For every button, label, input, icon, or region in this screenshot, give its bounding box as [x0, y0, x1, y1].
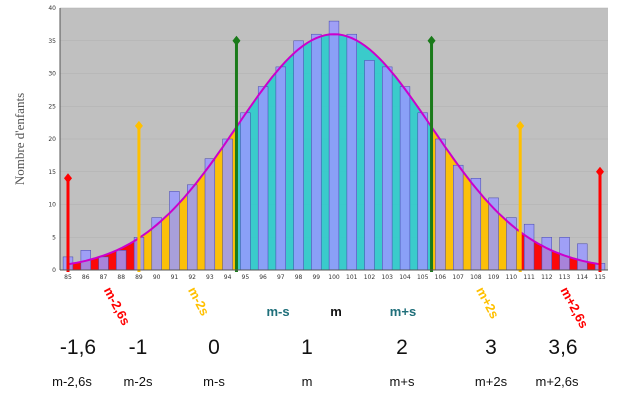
bar: [187, 185, 197, 270]
bar: [258, 87, 268, 270]
x-tick-label: 85: [64, 274, 72, 281]
x-tick-label: 91: [171, 274, 179, 281]
bar: [311, 34, 321, 270]
bar: [542, 237, 552, 270]
x-tick-label: 99: [312, 274, 320, 281]
z-score-label: 1: [301, 336, 313, 360]
x-tick-label: 90: [153, 274, 161, 281]
bar: [400, 87, 410, 270]
z-score-label: -1,6: [60, 336, 96, 360]
bar: [453, 165, 463, 270]
x-tick-label: 104: [399, 274, 411, 281]
sd-label: m-s: [203, 374, 225, 389]
sd-label: m+s: [390, 374, 415, 389]
x-tick-label: 106: [435, 274, 447, 281]
band-label-m: m: [330, 304, 342, 319]
x-tick-label: 110: [506, 274, 518, 281]
y-tick-label: 20: [48, 136, 56, 143]
x-tick-label: 102: [364, 274, 376, 281]
bar: [436, 139, 446, 270]
bar: [365, 60, 375, 270]
region-label: m-2,6s: [101, 284, 134, 327]
y-tick-label: 30: [48, 71, 56, 78]
bar: [347, 34, 357, 270]
sd-label: m-2s: [124, 374, 153, 389]
band-label-m-plus-s: m+s: [390, 304, 416, 319]
sd-label: m-2,6s: [52, 374, 92, 389]
z-score-label: -1: [129, 336, 148, 360]
chart: 0 5 10 15 20 25 30 35 40 85 86 87 88 89 90 91 92 93 94 95 9…: [0, 0, 619, 330]
sd-label: m+2s: [475, 374, 507, 389]
rotated-region-labels: m-2,6s m-2s m+2s m+2,6s: [101, 284, 592, 330]
x-tick-label: 100: [328, 274, 340, 281]
x-tick-label: 95: [242, 274, 250, 281]
z-score-label: 0: [208, 336, 220, 360]
bar: [382, 67, 392, 270]
x-tick-label: 101: [346, 274, 358, 281]
x-tick-label: 113: [559, 274, 571, 281]
bar: [223, 139, 233, 270]
sd-label: m: [302, 374, 313, 389]
x-tick-label: 94: [224, 274, 232, 281]
region-label: m-2s: [185, 284, 212, 318]
bar: [116, 250, 126, 270]
x-tick-label: 89: [135, 274, 143, 281]
z-score-label: 2: [396, 336, 408, 360]
x-tick-label: 97: [277, 274, 285, 281]
x-tick-label: 105: [417, 274, 429, 281]
y-tick-label: 35: [48, 38, 56, 45]
bar: [329, 21, 339, 270]
bar: [99, 257, 109, 270]
y-tick-label: 0: [52, 267, 56, 274]
sd-label: m+2,6s: [536, 374, 579, 389]
bar: [294, 41, 304, 270]
y-axis-title: Nombre d'enfants: [12, 93, 27, 185]
x-tick-label: 96: [259, 274, 267, 281]
x-tick-label: 114: [577, 274, 589, 281]
y-tick-label: 25: [48, 103, 56, 110]
bar: [205, 159, 215, 270]
x-tick-label: 108: [470, 274, 482, 281]
z-score-label: 3,6: [548, 336, 577, 360]
x-tick-label: 93: [206, 274, 214, 281]
bar: [276, 67, 286, 270]
z-score-label: 3: [485, 336, 497, 360]
bar: [241, 113, 251, 270]
x-tick-labels: 85 86 87 88 89 90 91 92 93 94 95 96 97 98 99 100 101 102 1…: [64, 274, 606, 281]
bar: [418, 113, 428, 270]
x-tick-label: 111: [523, 274, 535, 281]
x-tick-label: 107: [452, 274, 464, 281]
x-tick-label: 112: [541, 274, 553, 281]
x-tick-label: 92: [188, 274, 196, 281]
bar: [577, 244, 587, 270]
region-label: m+2,6s: [557, 284, 591, 330]
x-tick-label: 103: [381, 274, 393, 281]
x-tick-label: 109: [488, 274, 500, 281]
y-tick-label: 15: [48, 169, 56, 176]
band-label-m-minus-s: m-s: [266, 304, 289, 319]
y-tick-label: 40: [48, 5, 56, 12]
x-tick-label: 88: [117, 274, 125, 281]
x-tick-label: 98: [295, 274, 303, 281]
region-label: m+2s: [473, 284, 502, 321]
x-tick-label: 115: [594, 274, 606, 281]
bar: [524, 224, 534, 270]
y-tick-label: 10: [48, 202, 56, 209]
x-tick-label: 86: [82, 274, 90, 281]
x-tick-label: 87: [100, 274, 108, 281]
y-tick-labels: 0 5 10 15 20 25 30 35 40: [48, 5, 56, 274]
y-tick-label: 5: [52, 234, 56, 241]
